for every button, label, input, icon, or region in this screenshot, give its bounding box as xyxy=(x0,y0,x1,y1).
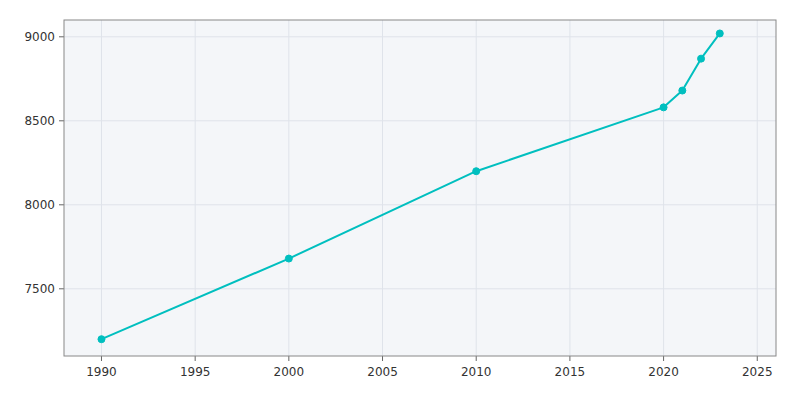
y-grid-line xyxy=(64,204,776,205)
x-grid-line xyxy=(101,20,102,356)
y-tick xyxy=(59,288,64,289)
axes: 1990 1995 2000 2005 2010 2015 2020 2025 7500 8000… xyxy=(24,20,776,379)
point xyxy=(698,55,705,62)
x-tick-label: 1990 xyxy=(86,365,117,379)
y-tick xyxy=(59,120,64,121)
y-tick xyxy=(59,36,64,37)
y-grid-line xyxy=(64,288,776,289)
series xyxy=(98,30,723,343)
x-tick xyxy=(101,356,102,361)
line xyxy=(101,33,719,339)
x-tick xyxy=(663,356,664,361)
x-tick-label: 2025 xyxy=(742,365,773,379)
y-tick xyxy=(59,204,64,205)
y-tick-label: 9000 xyxy=(24,30,55,44)
y-grid-line xyxy=(64,36,776,37)
plot-frame xyxy=(64,20,776,356)
x-grid-line xyxy=(757,20,758,356)
x-tick xyxy=(195,356,196,361)
x-tick xyxy=(757,356,758,361)
y-tick-label: 8000 xyxy=(24,198,55,212)
x-grid-line xyxy=(569,20,570,356)
x-tick-label: 2020 xyxy=(648,365,679,379)
x-tick-label: 2010 xyxy=(461,365,492,379)
x-tick xyxy=(569,356,570,361)
point xyxy=(679,87,686,94)
x-grid-line xyxy=(663,20,664,356)
x-grid-line xyxy=(382,20,383,356)
point xyxy=(716,30,723,37)
x-grid-line xyxy=(195,20,196,356)
x-tick-label: 2005 xyxy=(367,365,398,379)
x-tick-label: 1995 xyxy=(180,365,211,379)
point xyxy=(473,168,480,175)
y-tick-label: 8500 xyxy=(24,114,55,128)
x-grid-line xyxy=(476,20,477,356)
x-tick xyxy=(288,356,289,361)
y-grid-line xyxy=(64,120,776,121)
x-tick xyxy=(382,356,383,361)
x-tick xyxy=(476,356,477,361)
point xyxy=(660,104,667,111)
x-tick-label: 2000 xyxy=(274,365,305,379)
x-tick-label: 2015 xyxy=(555,365,586,379)
plot-background xyxy=(64,20,776,356)
x-grid-line xyxy=(288,20,289,356)
chart-container: 1990 1995 2000 2005 2010 2015 2020 2025 7500 8000… xyxy=(0,0,800,400)
grid xyxy=(64,20,776,356)
chart: 1990 1995 2000 2005 2010 2015 2020 2025 7500 8000… xyxy=(0,0,800,400)
point xyxy=(98,336,105,343)
point xyxy=(285,255,292,262)
y-tick-label: 7500 xyxy=(24,282,55,296)
